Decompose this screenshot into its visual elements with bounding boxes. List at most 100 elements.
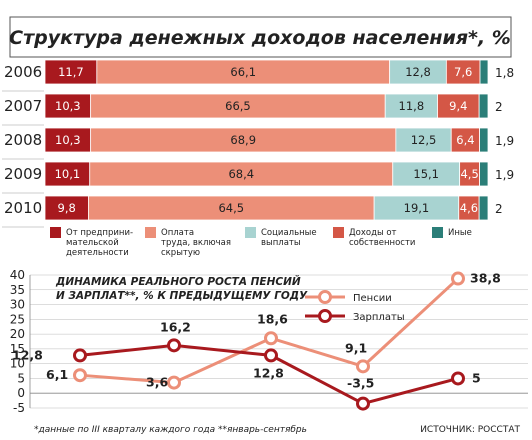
bar-segment [478,195,489,221]
bar-value-label: 2 [495,100,503,114]
source-note: ИСТОЧНИК: РОССТАТ [420,425,520,435]
bar-segment [450,127,480,153]
bar-value-label: 12,8 [405,65,431,79]
bar-value-label: 66,5 [225,99,251,113]
line-chart-title: И ЗАРПЛАТ**, % К ПРЕДЫДУЩЕМУ ГОДУ [56,290,308,302]
bar-value-label: 10,3 [55,133,81,147]
bar-segment [90,93,386,119]
data-label: -3,5 [347,376,374,391]
data-label: 38,8 [470,271,501,286]
year-label-2009: 2009 [4,165,42,183]
bar-segment [479,161,489,187]
legend-label: выплаты [261,238,301,248]
y-tick-label: 35 [10,283,25,297]
line-legend-label: Зарплаты [353,312,405,323]
bar-value-label: 9,8 [58,201,76,215]
legend-label: деятельности [66,248,129,258]
legend-label: труда, включая [161,238,231,248]
bar-value-label: 4,5 [460,167,478,181]
line-legend-marker [318,309,332,323]
data-point [73,368,87,383]
bar-segment [478,93,489,119]
data-label: 18,6 [257,311,288,326]
data-point [356,396,370,411]
bar-segment [44,161,91,187]
legend-swatch [432,227,443,238]
bar-segment [437,93,480,119]
y-tick-label: 5 [17,371,25,385]
bar-segment [373,195,460,221]
y-tick-label: 0 [17,386,25,400]
bar-value-label: 10,1 [55,167,81,181]
bar-value-label: 1,9 [495,134,514,148]
y-tick-label: 25 [10,312,25,326]
bar-value-label: 2 [495,202,503,216]
bar-value-label: 1,9 [495,168,514,182]
bar-segment [44,195,89,221]
y-tick-label: 20 [10,327,25,341]
bar-value-label: 4,6 [460,201,478,215]
year-label-2006: 2006 [4,63,42,81]
title-box [9,16,512,58]
data-label: 12,8 [12,347,43,362]
legend-swatch [50,227,61,238]
bar-value-label: 12,5 [411,133,437,147]
bar-segment [44,59,98,85]
bar-segment [88,195,375,221]
bar-value-label: 68,4 [228,167,254,181]
bar-segment [395,127,452,153]
data-label: 6,1 [46,367,68,382]
chart-title: Структура денежных доходов населения*, % [9,27,511,49]
y-tick-label: 15 [10,342,25,356]
data-point [356,359,370,374]
data-label: 9,1 [345,340,367,355]
data-label: 12,8 [253,365,284,380]
legend-swatch [145,227,156,238]
data-point [451,271,465,286]
data-point [73,348,87,363]
legend-label: Доходы от [349,228,397,238]
legend-swatch [245,227,256,238]
stacked-bar-chart: 2006 11,7 66,1 12,8 7,6 1,8 2007 10,3 66,5 11,8 9,… [2,59,514,228]
y-tick-label: 10 [10,357,25,371]
legend-swatch [333,227,344,238]
bar-value-label: 64,5 [218,201,244,215]
y-tick-label: -5 [13,401,25,415]
data-label: 16,2 [160,319,191,334]
legend-label: Иные [448,228,472,238]
bar-segment [479,59,489,85]
year-label-2008: 2008 [4,131,42,149]
bar-value-label: 66,1 [230,65,256,79]
line-legend-marker [318,290,332,304]
bar-value-label: 11,7 [58,65,84,79]
legend-label: собственности [349,238,415,248]
line-legend-label: Пенсии [353,293,392,304]
data-label: 3,6 [146,375,168,390]
year-label-2007: 2007 [4,97,42,115]
line-chart-title: ДИНАМИКА РЕАЛЬНОГО РОСТА ПЕНСИЙ [55,275,301,288]
bar-value-label: 10,3 [55,99,81,113]
bar-value-label: 11,8 [399,99,425,113]
y-tick-label: 40 [10,268,25,282]
bar-value-label: 7,6 [454,65,472,79]
legend-label: Оплата [161,228,194,238]
data-point [451,371,465,386]
bar-value-label: 15,1 [413,167,439,181]
data-point [264,348,278,363]
bar-segment [96,59,391,85]
bar-value-label: 1,8 [495,66,514,80]
bar-value-label: 68,9 [230,133,256,147]
legend-label: Социальные [261,228,317,238]
data-point [167,375,181,390]
bar-segment [90,127,397,153]
bar-segment [479,127,489,153]
data-point [264,331,278,346]
bar-segment [44,93,92,119]
data-label: 5 [472,370,481,385]
y-tick-label: 30 [10,298,25,312]
year-label-2010: 2010 [4,199,42,217]
bar-value-label: 9,4 [449,99,467,113]
